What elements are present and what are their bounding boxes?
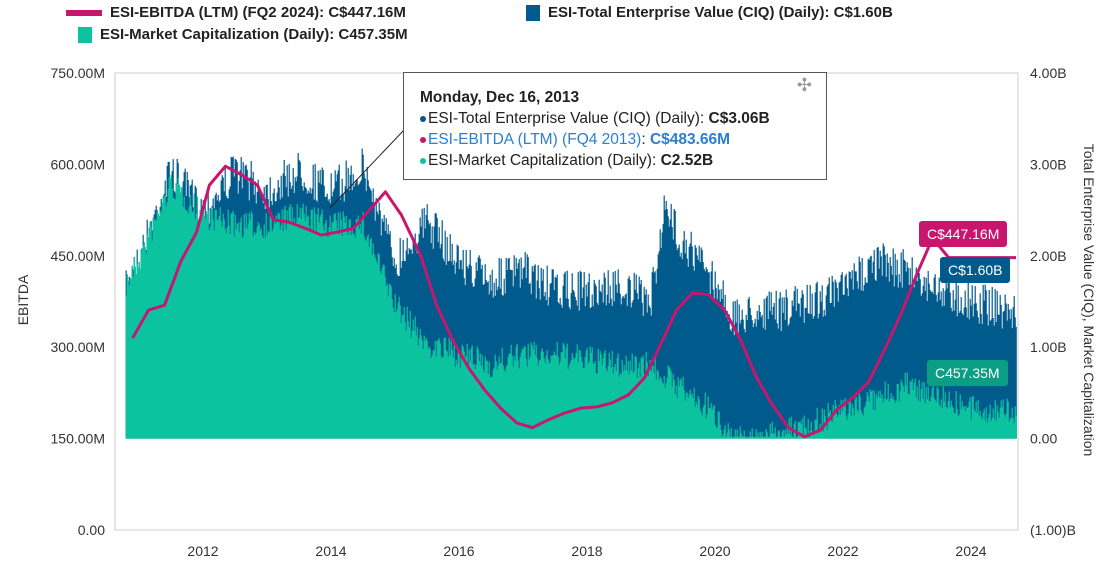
dot-icon — [420, 136, 426, 143]
left-tick-label: 300.00M — [51, 339, 105, 355]
ebitda-line — [131, 164, 1016, 439]
tooltip-label: ESI-Total Enterprise Value (CIQ) (Daily)… — [428, 110, 709, 127]
tooltip-label: ESI-EBITDA (LTM) (FQ4 2013) — [428, 131, 642, 148]
tooltip-value: C2.52B — [660, 152, 714, 169]
legend-label: ESI-EBITDA (LTM) (FQ2 2024): C$447.16M — [110, 4, 406, 21]
dot-icon — [420, 115, 426, 122]
tooltip-value: C$483.66M — [649, 131, 731, 148]
right-axis-title: Total Enterprise Value (CIQ), Market Cap… — [1081, 144, 1097, 457]
x-tick-label: 2014 — [315, 543, 346, 559]
right-tick-label: (1.00)B — [1030, 522, 1076, 538]
tooltip-row-ebitda: ESI-EBITDA (LTM) (FQ4 2013): C$483.66M — [420, 129, 826, 150]
pin-icon[interactable]: ✣ — [796, 75, 812, 95]
tooltip-value: C$3.06B — [708, 110, 770, 127]
right-tick-label: 0.00 — [1030, 431, 1057, 447]
right-tick-label: 2.00B — [1030, 248, 1067, 264]
tooltip-pointer — [329, 129, 405, 209]
left-axis-title: EBITDA — [15, 274, 31, 325]
dot-icon — [420, 157, 426, 164]
left-tick-label: 150.00M — [51, 431, 105, 447]
mcap-area — [125, 174, 1017, 439]
end-label-tev: C$1.60B — [940, 257, 1011, 283]
legend-swatch-tev — [526, 4, 540, 21]
legend-tev[interactable]: ESI-Total Enterprise Value (CIQ) (Daily)… — [526, 4, 893, 21]
tooltip-label: ESI-Market Capitalization (Daily): — [428, 152, 661, 169]
x-tick-label: 2024 — [955, 543, 986, 559]
left-tick-label: 450.00M — [51, 248, 105, 264]
end-label-ebitda: C$447.16M — [919, 221, 1008, 247]
legend-mcap[interactable]: ESI-Market Capitalization (Daily): C457.… — [78, 26, 408, 43]
tooltip-row-mcap: ESI-Market Capitalization (Daily): C2.52… — [420, 150, 826, 171]
x-tick-label: 2022 — [827, 543, 858, 559]
legend-label: ESI-Market Capitalization (Daily): C457.… — [100, 26, 408, 43]
tooltip-row-tev: ESI-Total Enterprise Value (CIQ) (Daily)… — [420, 108, 826, 129]
right-tick-label: 1.00B — [1030, 339, 1067, 355]
right-tick-label: 3.00B — [1030, 156, 1067, 172]
end-label-mcap: C457.35M — [927, 360, 1008, 386]
left-tick-label: 750.00M — [51, 65, 105, 81]
legend-label: ESI-Total Enterprise Value (CIQ) (Daily)… — [548, 4, 893, 21]
legend-swatch-ebitda — [66, 9, 102, 16]
legend-swatch-mcap — [78, 26, 92, 43]
left-tick-label: 600.00M — [51, 156, 105, 172]
x-tick-label: 2018 — [571, 543, 602, 559]
right-tick-label: 4.00B — [1030, 65, 1067, 81]
x-tick-label: 2016 — [443, 543, 474, 559]
x-tick-label: 2012 — [187, 543, 218, 559]
tooltip-date: Monday, Dec 16, 2013 — [420, 89, 580, 106]
legend-ebitda[interactable]: ESI-EBITDA (LTM) (FQ2 2024): C$447.16M — [66, 4, 406, 21]
tooltip: Monday, Dec 16, 2013 ESI-Total Enterpris… — [403, 72, 827, 180]
left-tick-label: 0.00 — [78, 522, 105, 538]
x-tick-label: 2020 — [699, 543, 730, 559]
